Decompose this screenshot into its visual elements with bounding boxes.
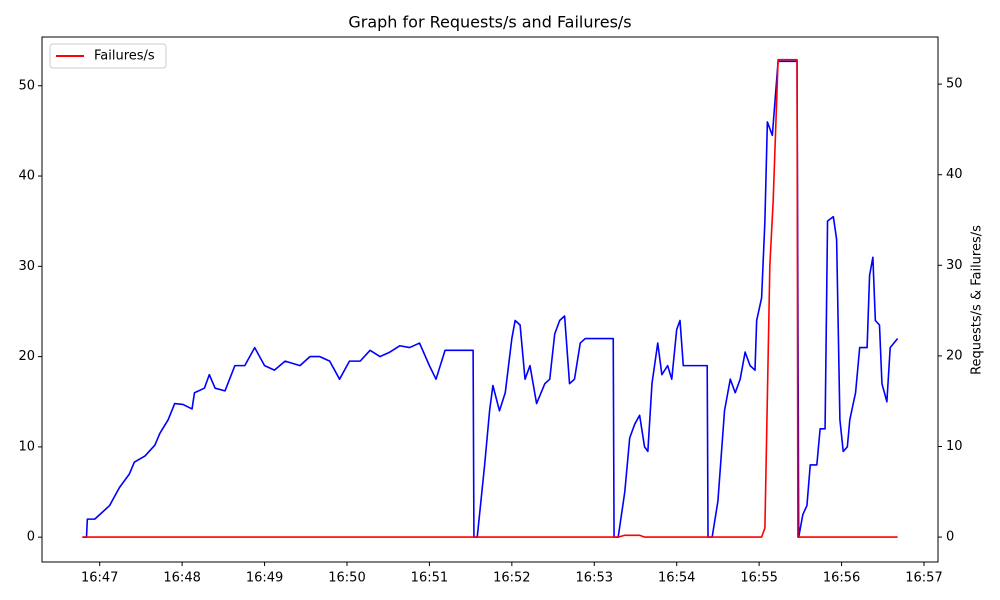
x-tick-label: 16:50 xyxy=(328,571,365,586)
x-tick-label: 16:48 xyxy=(163,571,200,586)
data-line xyxy=(82,58,898,538)
x-tick-label: 16:47 xyxy=(81,571,118,586)
y2-tick-label: 20 xyxy=(946,348,963,363)
chart-title: Graph for Requests/s and Failures/s xyxy=(348,13,631,32)
legend-label: Failures/s xyxy=(94,49,155,64)
x-tick-label: 16:55 xyxy=(740,571,777,586)
y2-tick-label: 30 xyxy=(946,258,963,273)
y-tick-label: 10 xyxy=(18,439,35,454)
x-tick-label: 16:56 xyxy=(823,571,860,586)
y-tick-label: 20 xyxy=(18,349,35,364)
y-tick-label: 40 xyxy=(18,169,35,184)
y2-tick-label: 0 xyxy=(946,530,954,545)
x-tick-label: 16:51 xyxy=(411,571,448,586)
data-line xyxy=(82,60,899,538)
y2-tick-label: 40 xyxy=(946,167,963,182)
legend-box xyxy=(49,43,167,69)
y2-tick-label: 50 xyxy=(946,77,963,92)
x-tick-label: 16:52 xyxy=(493,571,530,586)
y2-axis-label: Requests/s & Failures/s xyxy=(970,225,985,375)
x-tick-label: 16:57 xyxy=(905,571,942,586)
x-tick-label: 16:54 xyxy=(658,571,695,586)
x-tick-label: 16:53 xyxy=(576,571,613,586)
plot-frame xyxy=(41,36,939,563)
y-tick-label: 30 xyxy=(18,259,35,274)
y-tick-label: 0 xyxy=(27,530,35,545)
x-tick-label: 16:49 xyxy=(246,571,283,586)
y-tick-label: 50 xyxy=(18,78,35,93)
y2-tick-label: 10 xyxy=(946,439,963,454)
